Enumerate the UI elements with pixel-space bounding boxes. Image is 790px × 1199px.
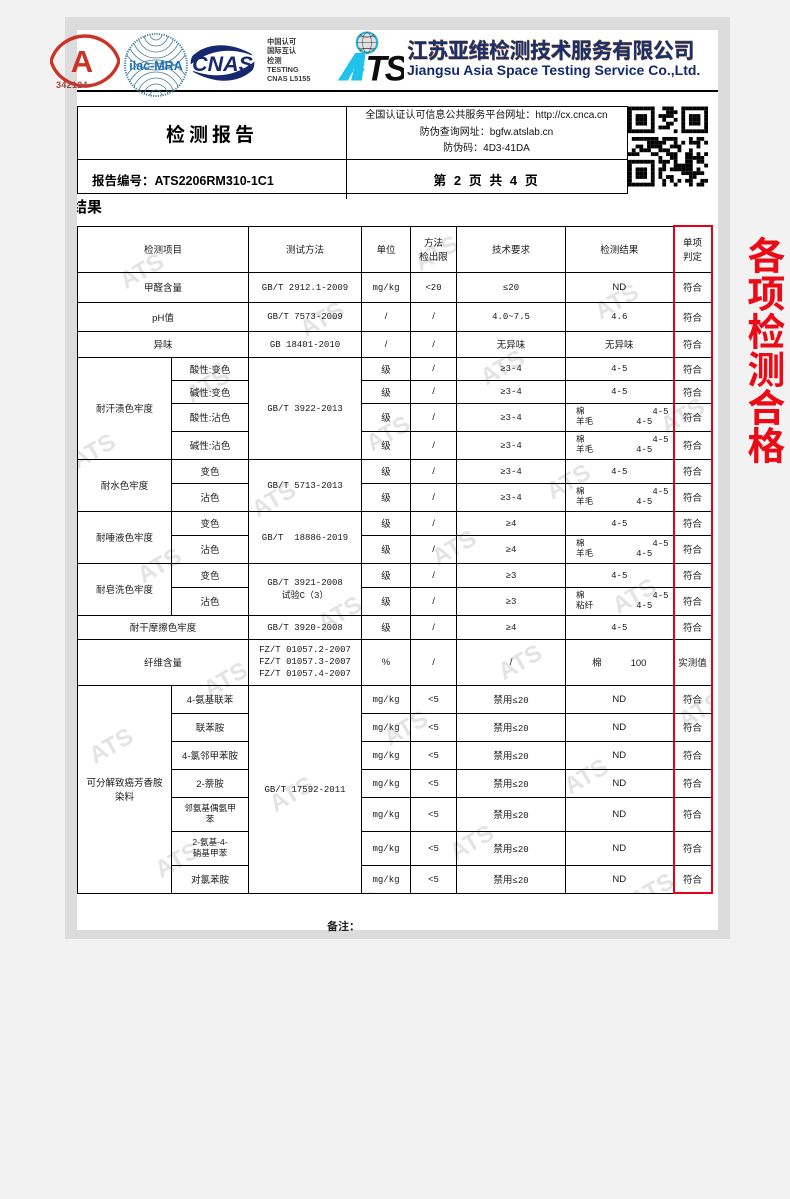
svg-text:CNAS: CNAS (192, 52, 253, 76)
svg-text:ilac-MRA: ilac-MRA (129, 59, 182, 73)
svg-text:TS: TS (366, 50, 404, 82)
svg-text:A: A (71, 44, 93, 79)
